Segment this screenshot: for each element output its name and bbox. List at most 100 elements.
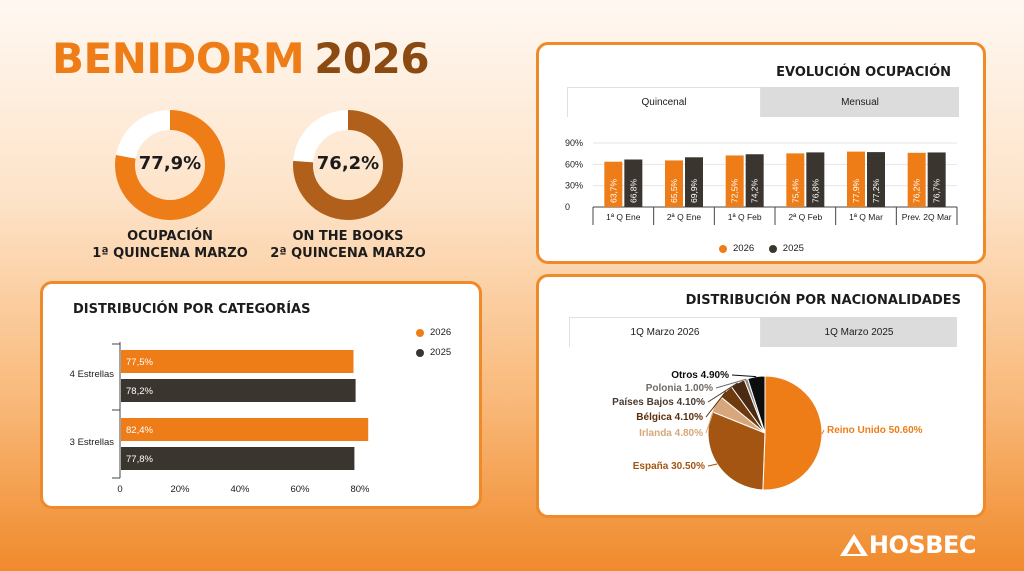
legend-item-2025: 2025 <box>416 344 451 362</box>
pie-data-label: Irlanda 4.80% <box>639 428 703 439</box>
legend-item-2026: 2026 <box>719 243 754 254</box>
categorias-card: DISTRIBUCIÓN POR CATEGORÍAS 2026 2025 0 2… <box>40 281 482 509</box>
bar-2026 <box>907 152 926 207</box>
x-tick-label: 1ª Q Ene <box>606 212 641 222</box>
pie-leader-line <box>731 374 757 378</box>
tab-quincenal[interactable]: Quincenal <box>567 87 761 117</box>
bar-data-label: 78,2% <box>126 386 153 397</box>
bar-2025 <box>121 447 355 470</box>
nacionalidades-pie-chart: Reino Unido 50.60% España 30.50% Irlanda 4… <box>612 370 923 491</box>
bar-2026 <box>121 418 369 441</box>
legend-label-2025: 2025 <box>782 243 804 254</box>
y-tick-label: 4 Estrellas <box>70 369 115 380</box>
title-year: 2026 <box>314 34 430 83</box>
y-tick-label: 3 Estrellas <box>70 437 115 448</box>
legend-dot-2025 <box>416 349 424 357</box>
pie-leader-line <box>707 463 718 467</box>
kpi-label-on-the-books-line2: 2ª QUINCENA MARZO <box>270 246 426 261</box>
kpi-donut-on-the-books <box>293 110 403 220</box>
bar-data-label: 65,5% <box>669 178 679 203</box>
y-tick-label: 0 <box>565 202 570 212</box>
page-title: BENIDORM 2026 <box>52 34 430 83</box>
y-tick-label: 90% <box>565 138 583 148</box>
tab-mensual[interactable]: Mensual <box>761 87 959 117</box>
pie-data-label: Bélgica 4.10% <box>636 412 703 423</box>
pie-slice <box>762 375 823 491</box>
bar-2025 <box>624 159 643 207</box>
kpi-label-on-the-books: ON THE BOOKS 2ª QUINCENA MARZO <box>268 228 428 262</box>
legend-item-2026: 2026 <box>416 324 451 342</box>
x-tick-label: 1ª Q Feb <box>728 212 762 222</box>
legend-label-2026: 2026 <box>733 243 755 254</box>
bar-data-label: 74,2% <box>750 178 760 203</box>
y-tick-label: 60% <box>565 159 583 169</box>
bar-2026 <box>665 160 683 207</box>
kpi-value-ocupacion: 77,9% <box>138 153 202 174</box>
y-tick-label: 30% <box>565 181 583 191</box>
bar-2025 <box>927 152 946 207</box>
hosbec-logo: HOSBEC <box>839 531 977 559</box>
pie-data-label: Reino Unido 50.60% <box>827 425 923 436</box>
logo-text: HOSBEC <box>868 531 977 559</box>
pie-data-label: España 30.50% <box>633 461 705 472</box>
legend-item-2025: 2025 <box>768 243 804 254</box>
kpi-label-ocupacion-line1: OCUPACIÓN <box>127 229 213 244</box>
bar-2025 <box>685 157 703 207</box>
bar-2026 <box>725 155 744 207</box>
bar-data-label: 76,7% <box>932 178 942 203</box>
title-city: BENIDORM <box>52 34 305 83</box>
bar-2025 <box>867 152 885 207</box>
tab-1q-marzo-2025[interactable]: 1Q Marzo 2025 <box>761 317 957 347</box>
tab-1q-marzo-2026[interactable]: 1Q Marzo 2026 <box>569 317 761 347</box>
pie-leader-line <box>705 391 727 418</box>
bar-data-label: 72,5% <box>730 178 740 203</box>
legend-label-2026: 2026 <box>430 327 452 338</box>
bar-data-label: 75,4% <box>790 178 800 203</box>
bar-data-label: 82,4% <box>126 425 153 436</box>
pie-leader-line <box>707 382 738 403</box>
logo-triangle-icon <box>839 534 868 556</box>
donut-arc <box>115 110 225 220</box>
pie-leader-line <box>821 429 825 435</box>
pie-leader-line <box>715 378 747 389</box>
evolucion-bar-chart: 0 30% 60% 90% 1ª Q Ene 63,7% 66,8% 2ª Q Ene 65,5… <box>565 138 958 225</box>
bar-data-label: 77,8% <box>126 454 153 465</box>
bar-data-label: 76,8% <box>810 178 820 203</box>
kpi-label-ocupacion: OCUPACIÓN 1ª QUINCENA MARZO <box>90 228 250 262</box>
bar-data-label: 76,2% <box>912 178 922 203</box>
legend-dot-2026 <box>416 329 424 337</box>
bar-data-label: 77,2% <box>871 178 881 203</box>
bar-2026 <box>604 161 623 207</box>
bar-2026 <box>121 350 354 373</box>
evolucion-legend: 2026 2025 <box>719 243 816 256</box>
nacionalidades-title: DISTRIBUCIÓN POR NACIONALIDADES <box>685 293 961 308</box>
x-tick-label: 40% <box>230 484 250 495</box>
legend-label-2025: 2025 <box>430 347 452 358</box>
kpi-value-on-the-books: 76,2% <box>316 153 380 174</box>
evolucion-card: EVOLUCIÓN OCUPACIÓN Quincenal Mensual 0 3… <box>536 42 986 264</box>
x-tick-label: 2ª Q Feb <box>788 212 822 222</box>
bar-2025 <box>121 379 356 402</box>
x-tick-label: 2ª Q Ene <box>667 212 702 222</box>
pie-leader-line <box>705 403 717 434</box>
nacionalidades-tabs: 1Q Marzo 2026 1Q Marzo 2025 <box>569 317 957 347</box>
pie-slice <box>747 375 766 434</box>
kpi-label-ocupacion-line2: 1ª QUINCENA MARZO <box>92 246 248 261</box>
x-tick-label: 60% <box>290 484 310 495</box>
bar-data-label: 69,9% <box>689 178 699 203</box>
pie-data-label: Otros 4.90% <box>671 370 729 381</box>
bar-2026 <box>786 153 805 207</box>
legend-dot-2025 <box>768 244 777 253</box>
donut-arc <box>293 110 403 220</box>
x-tick-label: 20% <box>170 484 190 495</box>
pie-data-label: Polonia 1.00% <box>646 383 713 394</box>
categorias-title: DISTRIBUCIÓN POR CATEGORÍAS <box>73 302 311 317</box>
bar-data-label: 66,8% <box>628 178 638 203</box>
evolucion-tabs: Quincenal Mensual <box>567 87 959 117</box>
kpi-label-on-the-books-line1: ON THE BOOKS <box>292 229 404 244</box>
x-tick-label: 0 <box>117 484 122 495</box>
x-tick-label: 80% <box>350 484 370 495</box>
nacionalidades-card: DISTRIBUCIÓN POR NACIONALIDADES 1Q Marzo… <box>536 274 986 518</box>
legend-dot-2026 <box>719 244 727 253</box>
bar-2026 <box>847 151 865 207</box>
